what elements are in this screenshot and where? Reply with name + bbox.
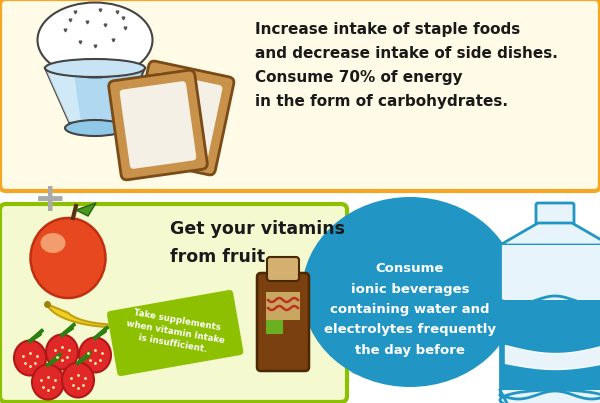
Text: +: +	[34, 181, 67, 219]
Ellipse shape	[65, 120, 125, 136]
FancyBboxPatch shape	[130, 61, 234, 175]
FancyBboxPatch shape	[0, 0, 600, 191]
Polygon shape	[500, 223, 600, 245]
Ellipse shape	[79, 337, 111, 372]
Ellipse shape	[14, 341, 46, 376]
Ellipse shape	[500, 390, 600, 403]
FancyBboxPatch shape	[142, 73, 223, 163]
Ellipse shape	[32, 364, 64, 399]
Ellipse shape	[46, 334, 78, 370]
Polygon shape	[350, 372, 420, 382]
Ellipse shape	[62, 363, 94, 397]
FancyBboxPatch shape	[500, 300, 600, 395]
FancyBboxPatch shape	[500, 245, 600, 300]
Ellipse shape	[302, 197, 518, 387]
Polygon shape	[47, 303, 190, 327]
Ellipse shape	[37, 2, 152, 77]
Polygon shape	[45, 68, 145, 122]
FancyBboxPatch shape	[266, 320, 283, 334]
FancyBboxPatch shape	[500, 390, 600, 395]
FancyBboxPatch shape	[257, 273, 309, 371]
Text: Take supplements
when vitamin Intake
is insufficient.: Take supplements when vitamin Intake is …	[123, 307, 227, 357]
FancyBboxPatch shape	[536, 203, 574, 225]
Text: Increase intake of staple foods
and decrease intake of side dishes.
Consume 70% : Increase intake of staple foods and decr…	[255, 22, 558, 109]
Text: Consume
ionic beverages
containing water and
electrolytes frequently
the day bef: Consume ionic beverages containing water…	[324, 262, 496, 357]
FancyBboxPatch shape	[267, 257, 299, 281]
FancyBboxPatch shape	[120, 81, 196, 169]
FancyBboxPatch shape	[107, 290, 244, 376]
Text: Get your vitamins
from fruit.: Get your vitamins from fruit.	[170, 220, 345, 266]
FancyBboxPatch shape	[0, 204, 347, 402]
FancyBboxPatch shape	[109, 70, 208, 180]
Ellipse shape	[31, 218, 106, 298]
Ellipse shape	[45, 59, 145, 77]
FancyBboxPatch shape	[266, 292, 300, 320]
Polygon shape	[76, 203, 96, 216]
Polygon shape	[45, 68, 81, 122]
Ellipse shape	[41, 233, 65, 253]
